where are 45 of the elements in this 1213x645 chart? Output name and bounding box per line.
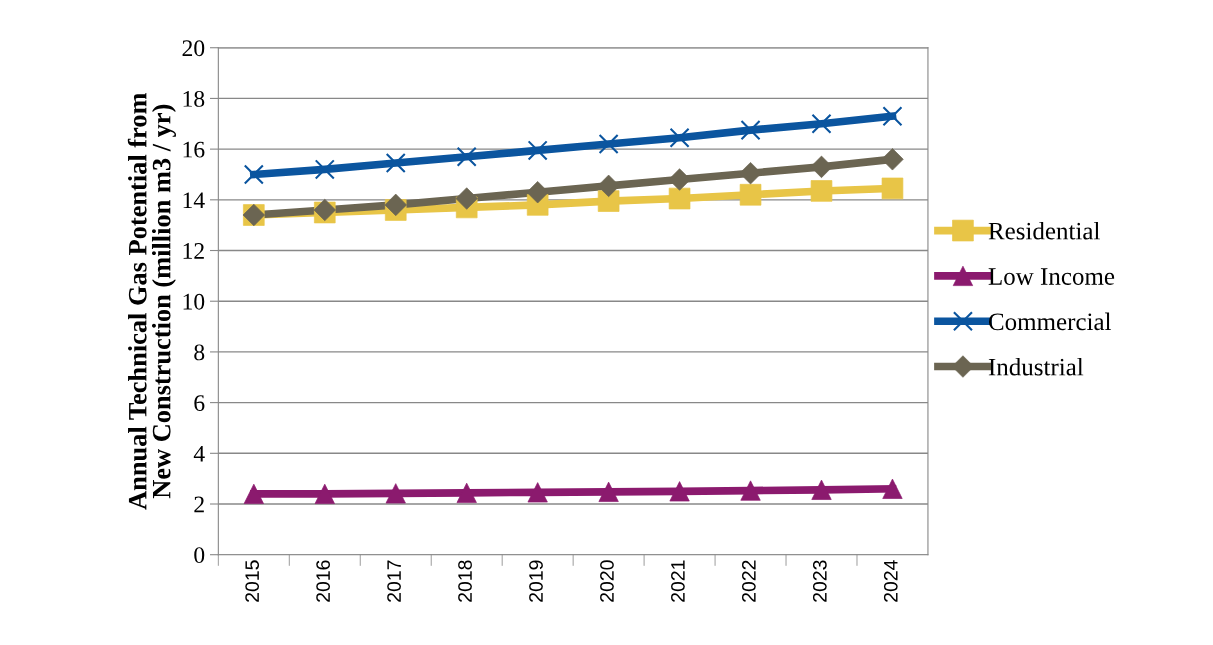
y-axis-title: Annual Technical Gas Potential from New Construction (million m3 / yr) [127,92,176,510]
legend-label: Industrial [988,357,1084,376]
point [882,106,903,127]
point [740,120,761,141]
x-tick-label: 2021 [671,560,685,602]
point [669,127,690,148]
point [456,146,477,167]
point [243,164,264,185]
point [526,181,549,204]
y-tick-label: 0 [194,547,205,564]
y-tick-label: 2 [194,496,204,513]
point [314,483,335,504]
x-tick-label: 2018 [458,560,472,602]
point [881,148,904,171]
x-tick-label: 2024 [883,560,898,602]
point [597,174,620,198]
x-tick-label: 2016 [316,560,330,602]
x-tick-label: 2020 [600,560,614,602]
x-tick-label: 2019 [529,560,543,602]
x-tick-label: 2022 [741,560,756,602]
y-tick-label: 10 [183,293,205,310]
legend-label: Residential [988,221,1100,240]
y-tick-label: 14 [183,192,205,209]
point [811,113,832,134]
point [243,483,264,504]
x-tick-label: 2017 [387,560,401,602]
y-tick-label: 6 [194,395,205,412]
y-tick-label: 18 [183,90,205,107]
y-tick-label: 4 [193,445,205,462]
y-tick-label: 16 [183,141,205,158]
point [527,140,548,161]
y-tick-label: 20 [182,40,205,57]
x-tick-label: 2015 [245,560,260,602]
y-tick-label: 12 [183,243,204,259]
point [455,187,478,210]
point [598,481,619,502]
legend-label: Commercial [988,312,1112,331]
legend-label: Low Income [988,268,1115,285]
point [456,482,477,503]
point [314,159,335,180]
y-tick-label: 8 [194,344,205,361]
x-tick-label: 2023 [812,560,827,602]
point [385,153,406,174]
point [810,180,833,202]
point [598,133,619,155]
